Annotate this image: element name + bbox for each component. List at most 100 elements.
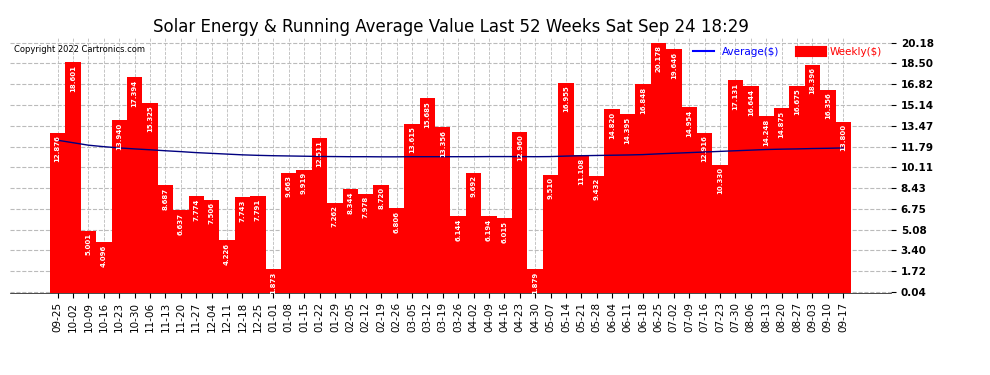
Bar <box>50 133 65 292</box>
Bar <box>743 87 758 292</box>
Bar <box>836 122 851 292</box>
Bar <box>358 194 373 292</box>
Text: 9.919: 9.919 <box>301 172 307 195</box>
Text: 7.262: 7.262 <box>332 205 338 227</box>
Text: 12.511: 12.511 <box>317 140 323 167</box>
Text: 19.646: 19.646 <box>671 52 677 79</box>
Bar <box>758 116 774 292</box>
Bar <box>112 120 127 292</box>
Bar <box>666 49 681 292</box>
Bar <box>805 65 820 292</box>
Text: 11.108: 11.108 <box>578 158 584 184</box>
Bar <box>774 108 789 292</box>
Text: 14.395: 14.395 <box>625 117 631 144</box>
Text: 7.791: 7.791 <box>254 198 261 221</box>
Text: 6.015: 6.015 <box>501 220 507 243</box>
Text: 17.394: 17.394 <box>132 80 138 107</box>
Text: 6.194: 6.194 <box>486 218 492 240</box>
Text: 15.685: 15.685 <box>425 101 431 128</box>
Bar <box>127 77 143 292</box>
Bar <box>789 86 805 292</box>
Bar <box>543 175 558 292</box>
Bar <box>343 189 358 292</box>
Bar <box>173 210 188 292</box>
Bar <box>497 218 512 292</box>
Bar <box>265 269 281 292</box>
Text: 16.644: 16.644 <box>747 89 753 116</box>
Text: 12.876: 12.876 <box>54 136 60 162</box>
Text: 10.330: 10.330 <box>717 167 723 194</box>
Bar <box>697 133 713 292</box>
Bar <box>620 114 636 292</box>
Text: 16.356: 16.356 <box>825 93 831 119</box>
Bar <box>65 62 81 292</box>
Text: 1.873: 1.873 <box>270 272 276 294</box>
Bar <box>589 176 605 292</box>
Legend: Average($), Weekly($): Average($), Weekly($) <box>689 43 886 61</box>
Text: 8.344: 8.344 <box>347 192 353 214</box>
Bar <box>512 132 528 292</box>
Bar <box>296 170 312 292</box>
Bar <box>713 165 728 292</box>
Text: 16.848: 16.848 <box>640 86 646 114</box>
Text: 14.248: 14.248 <box>763 118 769 146</box>
Bar <box>312 138 328 292</box>
Bar <box>528 269 543 292</box>
Text: 13.800: 13.800 <box>841 124 846 151</box>
Text: 4.096: 4.096 <box>101 244 107 267</box>
Bar <box>96 242 112 292</box>
Bar <box>681 107 697 292</box>
Bar <box>450 216 466 292</box>
Text: 14.875: 14.875 <box>778 111 785 138</box>
Text: 8.720: 8.720 <box>378 187 384 209</box>
Text: 9.692: 9.692 <box>470 175 476 197</box>
Bar <box>328 202 343 292</box>
Bar <box>636 84 650 292</box>
Text: 14.954: 14.954 <box>686 110 692 137</box>
Bar <box>573 155 589 292</box>
Bar <box>435 127 450 292</box>
Text: 16.675: 16.675 <box>794 88 800 115</box>
Bar <box>558 82 573 292</box>
Bar <box>81 231 96 292</box>
Bar <box>373 184 389 292</box>
Text: 7.506: 7.506 <box>209 202 215 224</box>
Text: 5.001: 5.001 <box>85 233 91 255</box>
Text: 16.955: 16.955 <box>563 85 569 112</box>
Text: 6.806: 6.806 <box>394 211 400 233</box>
Bar <box>204 200 220 292</box>
Bar <box>420 98 435 292</box>
Bar <box>281 173 296 292</box>
Bar <box>250 196 265 292</box>
Text: 9.663: 9.663 <box>286 176 292 197</box>
Bar <box>188 196 204 292</box>
Text: 13.356: 13.356 <box>440 130 446 156</box>
Bar <box>605 109 620 292</box>
Text: 20.178: 20.178 <box>655 45 661 72</box>
Bar <box>404 124 420 292</box>
Text: 18.396: 18.396 <box>810 67 816 94</box>
Text: 6.144: 6.144 <box>455 219 461 241</box>
Text: 9.432: 9.432 <box>594 178 600 201</box>
Text: 17.131: 17.131 <box>733 83 739 110</box>
Bar <box>157 185 173 292</box>
Text: 7.978: 7.978 <box>362 196 368 219</box>
Bar <box>820 90 836 292</box>
Bar <box>466 172 481 292</box>
Text: 8.687: 8.687 <box>162 188 168 210</box>
Bar <box>481 216 497 292</box>
Text: 12.960: 12.960 <box>517 135 523 161</box>
Text: 13.940: 13.940 <box>116 122 123 150</box>
Bar <box>220 240 235 292</box>
Text: 7.774: 7.774 <box>193 199 199 221</box>
Text: 6.637: 6.637 <box>178 213 184 235</box>
Text: 13.615: 13.615 <box>409 126 415 153</box>
Text: 7.743: 7.743 <box>240 199 246 222</box>
Text: 14.820: 14.820 <box>609 111 615 139</box>
Bar <box>728 81 743 292</box>
Bar <box>389 208 404 292</box>
Text: 4.226: 4.226 <box>224 243 230 265</box>
Text: 15.325: 15.325 <box>148 105 153 132</box>
Bar <box>235 196 250 292</box>
Text: 1.879: 1.879 <box>533 272 539 294</box>
